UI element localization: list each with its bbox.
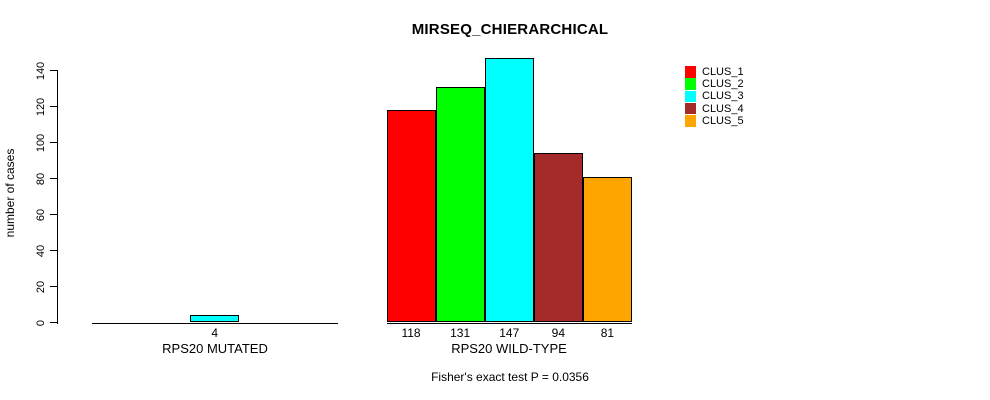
- bar-clus_5: [582, 176, 632, 323]
- legend-swatch-clus_2: [684, 78, 696, 90]
- group-baseline: [386, 322, 632, 324]
- y-tick: [50, 106, 58, 107]
- legend-swatch-clus_3: [684, 90, 696, 103]
- bar-value-label: 147: [499, 326, 520, 340]
- group-label-rps20-mutated: RPS20 MUTATED: [162, 341, 268, 356]
- legend-swatch-clus_5: [684, 115, 696, 127]
- bar-clus_3: [190, 315, 240, 323]
- bar-clus_3: [484, 57, 534, 323]
- bar-value-label: 4: [211, 326, 219, 340]
- y-tick: [50, 142, 58, 143]
- legend-label: CLUS_3: [702, 90, 744, 103]
- y-tick-label: 80: [35, 172, 47, 185]
- bar-clus_4: [533, 153, 583, 323]
- y-tick-label: 100: [35, 133, 47, 152]
- y-tick: [50, 250, 58, 251]
- fisher-test-annotation: Fisher's exact test P = 0.0356: [431, 370, 589, 384]
- y-tick-label: 40: [35, 244, 47, 257]
- group-baseline: [92, 322, 338, 324]
- y-tick-label: 0: [35, 319, 47, 326]
- y-tick: [50, 286, 58, 287]
- y-tick: [50, 178, 58, 179]
- y-tick: [50, 214, 58, 215]
- bar-value-label: 94: [551, 326, 566, 340]
- y-tick: [50, 70, 58, 71]
- legend-swatch-clus_1: [684, 66, 696, 78]
- bar-value-label: 118: [401, 326, 421, 340]
- y-axis-line: [57, 70, 58, 324]
- y-axis-label: number of cases: [3, 148, 17, 238]
- bar-value-label: 81: [600, 326, 615, 340]
- y-tick: [50, 322, 58, 323]
- legend-label: CLUS_2: [702, 78, 744, 90]
- legend-swatch-clus_4: [684, 102, 696, 115]
- legend-label: CLUS_4: [702, 102, 744, 115]
- y-tick-label: 60: [35, 208, 47, 221]
- chart-title: MIRSEQ_CHIERARCHICAL: [411, 21, 609, 38]
- bar-clus_2: [435, 86, 485, 323]
- group-label-rps20-wild-type: RPS20 WILD-TYPE: [451, 341, 567, 356]
- y-tick-label: 140: [35, 61, 47, 80]
- bar-clus_1: [386, 110, 436, 323]
- y-tick-label: 20: [35, 280, 47, 293]
- bar-value-label: 131: [450, 326, 471, 340]
- legend-label: CLUS_5: [702, 114, 744, 127]
- y-tick-label: 120: [35, 97, 47, 116]
- legend-label: CLUS_1: [702, 65, 744, 78]
